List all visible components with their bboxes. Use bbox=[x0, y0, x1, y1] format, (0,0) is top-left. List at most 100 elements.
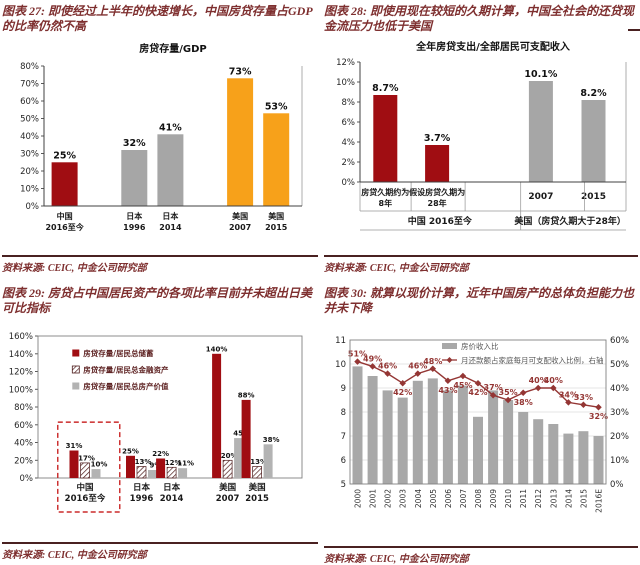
figure-27-title: 图表 27: 即使经过上半年的快速增长，中国房贷存量占GDP 的比率仍然不高 bbox=[2, 4, 313, 33]
bar bbox=[581, 100, 606, 182]
bar bbox=[263, 444, 273, 478]
bar bbox=[148, 470, 157, 478]
svg-text:11: 11 bbox=[335, 336, 346, 346]
svg-text:5: 5 bbox=[341, 480, 346, 490]
svg-text:房贷存量/居民总储蓄: 房贷存量/居民总储蓄 bbox=[83, 348, 154, 358]
bar bbox=[352, 366, 363, 484]
bar bbox=[157, 134, 184, 207]
svg-text:1996: 1996 bbox=[130, 494, 154, 504]
legend-swatch bbox=[72, 382, 80, 390]
legend-swatch bbox=[71, 365, 80, 374]
svg-text:20%: 20% bbox=[610, 432, 629, 442]
figure-29-svg: 0% 20% 40% 60% 80% 100% 120% 140% 160% 31% 17%10% 中… bbox=[9, 332, 303, 513]
figure-28-title: 图表 28: 即使用现在较短的久期计算，中国全社会的还贷现金流压力也低于美国 bbox=[324, 4, 634, 33]
svg-text:房贷久期约为: 房贷久期约为 bbox=[361, 187, 409, 197]
y-axis: 0% 20% 40% 60% 80% 100% 120% 140% 160% bbox=[9, 332, 38, 484]
bar bbox=[212, 353, 222, 479]
bar bbox=[503, 400, 514, 484]
svg-text:42%: 42% bbox=[468, 388, 487, 397]
bar bbox=[593, 436, 604, 484]
svg-text:美国: 美国 bbox=[219, 482, 236, 493]
top-right-rule-fragment bbox=[628, 29, 640, 31]
svg-text:美国: 美国 bbox=[249, 482, 266, 493]
bar bbox=[136, 466, 147, 479]
svg-text:8年: 8年 bbox=[379, 198, 393, 208]
svg-text:40%: 40% bbox=[529, 376, 548, 385]
svg-text:中国: 中国 bbox=[76, 482, 93, 493]
bar bbox=[51, 162, 78, 207]
bar bbox=[367, 376, 378, 484]
svg-text:45%: 45% bbox=[453, 381, 472, 390]
svg-text:25%: 25% bbox=[53, 150, 76, 161]
svg-text:20%: 20% bbox=[221, 452, 238, 460]
x-axis-label: 2001 bbox=[369, 489, 378, 508]
svg-text:10.1%: 10.1% bbox=[524, 69, 557, 80]
bar bbox=[91, 469, 101, 478]
svg-text:2015: 2015 bbox=[265, 223, 288, 232]
svg-text:10%: 10% bbox=[20, 185, 39, 195]
figure-27-svg: 房贷存量/GDP 0% 10% 20% 30% 40% 50% 60% 70% 80% 25% 32%… bbox=[20, 42, 303, 232]
svg-text:50%: 50% bbox=[610, 360, 629, 370]
svg-text:13%: 13% bbox=[135, 458, 152, 466]
svg-text:80%: 80% bbox=[14, 403, 33, 413]
svg-text:美国（房贷久期大于28年）: 美国（房贷久期大于28年） bbox=[514, 215, 626, 227]
bar bbox=[156, 458, 166, 478]
legend-line-swatch bbox=[446, 357, 453, 363]
left-y-axis: 5 6 7 8 9 10 11 bbox=[335, 336, 346, 490]
svg-text:假设房贷久期为: 假设房贷久期为 bbox=[409, 187, 465, 197]
svg-text:10%: 10% bbox=[610, 456, 629, 466]
bar bbox=[252, 466, 262, 479]
svg-text:6%: 6% bbox=[342, 118, 356, 128]
svg-text:53%: 53% bbox=[265, 101, 288, 112]
svg-text:88%: 88% bbox=[238, 391, 255, 399]
bar bbox=[412, 380, 423, 484]
figure-28-source: 资料来源: CEIC, 中金公司研究部 bbox=[324, 255, 638, 274]
china-highlight-box bbox=[57, 421, 121, 513]
svg-text:31%: 31% bbox=[66, 442, 83, 450]
svg-text:160%: 160% bbox=[9, 332, 33, 342]
line-marker bbox=[459, 372, 467, 380]
svg-text:6: 6 bbox=[341, 456, 346, 466]
svg-text:42%: 42% bbox=[393, 388, 412, 397]
svg-text:日本: 日本 bbox=[126, 211, 142, 221]
bar bbox=[425, 145, 450, 182]
figure-30-title: 图表 30: 就算以现价计算，近年中国房产的总体负担能力也并未下降 bbox=[324, 286, 634, 315]
svg-text:32%: 32% bbox=[589, 412, 608, 421]
bar bbox=[126, 455, 135, 478]
svg-text:0%: 0% bbox=[26, 202, 40, 212]
figure-27-source: 资料来源: CEIC, 中金公司研究部 bbox=[2, 255, 318, 274]
x-axis-label: 2000 bbox=[354, 489, 363, 508]
svg-text:7: 7 bbox=[341, 432, 346, 442]
svg-text:34%: 34% bbox=[559, 390, 578, 399]
bar bbox=[528, 81, 553, 182]
svg-text:8: 8 bbox=[341, 408, 346, 418]
line-marker bbox=[534, 384, 542, 392]
svg-text:8%: 8% bbox=[342, 98, 356, 108]
bar bbox=[427, 378, 438, 484]
svg-text:35%: 35% bbox=[499, 388, 518, 397]
bar bbox=[222, 459, 233, 479]
x-axis-label: 2006 bbox=[444, 489, 453, 508]
svg-text:33%: 33% bbox=[574, 393, 593, 402]
svg-text:20%: 20% bbox=[14, 456, 33, 466]
svg-text:日本: 日本 bbox=[163, 482, 181, 493]
figure-27-chart: 房贷存量/GDP 0% 10% 20% 30% 40% 50% 60% 70% 80% 25% 32%… bbox=[2, 40, 318, 246]
svg-text:25%: 25% bbox=[122, 447, 139, 455]
x-axis-label: 2002 bbox=[384, 489, 393, 508]
figure-30-panel: 图表 30: 就算以现价计算，近年中国房产的总体负担能力也并未下降 5 6 7 8 9 1… bbox=[324, 286, 638, 565]
svg-text:2015: 2015 bbox=[245, 494, 269, 504]
right-y-axis: 0% 10% 20% 30% 40% 50% 60% bbox=[610, 336, 629, 490]
svg-text:20%: 20% bbox=[20, 167, 39, 177]
svg-text:100%: 100% bbox=[9, 385, 33, 395]
svg-text:140%: 140% bbox=[9, 350, 33, 360]
figure-30-source: 资料来源: CEIC, 中金公司研究部 bbox=[324, 546, 638, 565]
svg-text:12%: 12% bbox=[165, 459, 182, 467]
bars: 25% 32% 41% 73% 53% bbox=[51, 66, 290, 207]
svg-text:2015: 2015 bbox=[581, 192, 606, 202]
svg-text:46%: 46% bbox=[408, 362, 427, 371]
x-axis-label: 2013 bbox=[549, 489, 558, 508]
svg-text:9: 9 bbox=[341, 384, 346, 394]
